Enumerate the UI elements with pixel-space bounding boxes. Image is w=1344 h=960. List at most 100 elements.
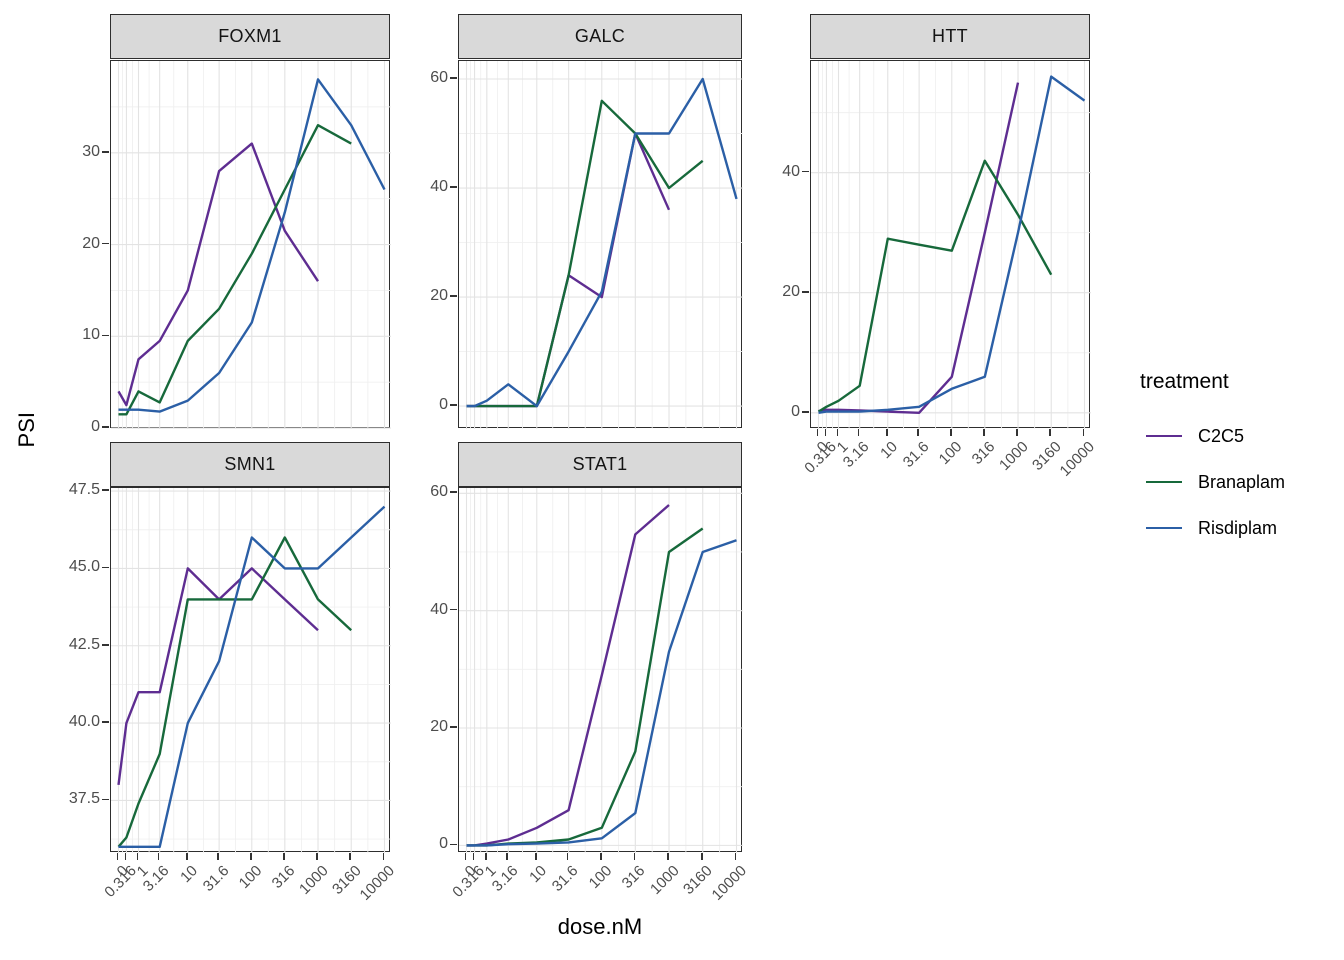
- y-tick-label: 20: [430, 718, 448, 735]
- facet-plot-svg: [459, 61, 743, 429]
- series-line-Risdiplam: [118, 505, 386, 848]
- legend-title: treatment: [1140, 370, 1229, 393]
- y-tick-label: 20: [82, 234, 100, 252]
- x-tick-mark: [506, 853, 509, 860]
- x-tick-mark: [824, 429, 827, 436]
- facet-strip: FOXM1: [110, 14, 390, 59]
- series-line-Risdiplam: [466, 77, 738, 408]
- y-tick-label: 45.0: [68, 558, 100, 576]
- y-tick-mark: [102, 643, 109, 646]
- facet-plot-svg: [111, 61, 391, 429]
- y-tick-label: 0: [91, 418, 100, 436]
- y-tick-mark: [802, 410, 809, 413]
- y-tick-label: 60: [430, 483, 448, 501]
- legend-key-line: [1146, 434, 1182, 438]
- x-tick-mark: [464, 853, 467, 860]
- legend-item: Risdiplam: [1140, 514, 1277, 542]
- facet-plot-svg: [811, 61, 1091, 429]
- facet-plot-svg: [459, 488, 743, 853]
- x-tick-mark: [917, 429, 919, 436]
- facet-strip: GALC: [458, 14, 742, 59]
- y-tick-label: 20: [430, 287, 448, 305]
- legend-item: C2C5: [1140, 422, 1244, 450]
- x-tick-label: 10000: [708, 862, 750, 904]
- y-tick-mark: [450, 726, 457, 728]
- x-tick-label: 1000: [295, 862, 332, 898]
- y-tick-label: 0: [439, 835, 448, 853]
- x-tick-label: 31.6: [549, 862, 582, 895]
- x-tick-mark: [857, 429, 860, 436]
- y-tick-label: 47.5: [68, 481, 100, 499]
- facet-strip-label: STAT1: [572, 454, 628, 474]
- x-tick-label: 316: [618, 862, 649, 893]
- y-tick-mark: [102, 566, 109, 569]
- series-line-Risdiplam: [818, 75, 1086, 414]
- facet-strip-label: FOXM1: [218, 26, 282, 46]
- y-tick-label: 10: [82, 326, 100, 344]
- y-tick-mark: [450, 491, 457, 494]
- legend-key-line: [1146, 526, 1182, 530]
- legend-item: Branaplam: [1140, 468, 1285, 496]
- x-tick-mark: [349, 853, 352, 860]
- y-tick-label: 40: [430, 178, 448, 196]
- y-tick-label: 40: [782, 162, 800, 180]
- x-tick-mark: [599, 853, 602, 860]
- y-tick-label: 30: [82, 142, 100, 160]
- x-tick-mark: [485, 853, 487, 860]
- series-line-Risdiplam: [466, 539, 737, 847]
- facet-strip-label: GALC: [574, 26, 626, 46]
- x-tick-label: 316: [968, 438, 999, 469]
- x-tick-label: 10: [177, 862, 202, 887]
- x-tick-mark: [667, 853, 669, 860]
- facet-plot-svg: [111, 488, 391, 853]
- x-tick-label: 1000: [646, 862, 683, 898]
- x-tick-mark: [382, 853, 385, 860]
- x-tick-label: 10: [526, 862, 551, 887]
- facet-strip: HTT: [810, 14, 1090, 59]
- y-tick-label: 40: [430, 600, 448, 618]
- y-tick-mark: [450, 186, 457, 188]
- facet-panel: [810, 60, 1091, 429]
- legend-item-label: Risdiplam: [1198, 517, 1278, 538]
- x-tick-mark: [816, 429, 819, 436]
- x-tick-mark: [983, 429, 985, 436]
- x-tick-mark: [217, 853, 219, 860]
- y-tick-label: 60: [430, 68, 448, 86]
- legend-key-line: [1146, 480, 1182, 484]
- series-line-Risdiplam: [118, 78, 386, 413]
- legend-item-label: C2C5: [1198, 425, 1245, 446]
- y-tick-label: 37.5: [68, 790, 100, 808]
- facet-strip: STAT1: [458, 442, 742, 487]
- y-tick-mark: [450, 843, 457, 846]
- x-tick-mark: [283, 853, 285, 860]
- series-line-Branaplam: [817, 159, 1053, 413]
- x-tick-mark: [633, 853, 636, 860]
- x-tick-mark: [1016, 429, 1018, 436]
- x-tick-mark: [124, 853, 127, 860]
- y-tick-mark: [102, 242, 109, 245]
- y-tick-mark: [102, 150, 109, 153]
- facet-panel: [110, 60, 391, 429]
- y-tick-mark: [802, 290, 809, 293]
- x-tick-mark: [734, 853, 737, 860]
- x-tick-label: 31.6: [899, 438, 933, 471]
- x-tick-mark: [1049, 429, 1052, 436]
- facet-strip-label: HTT: [932, 26, 968, 46]
- x-tick-mark: [116, 853, 119, 860]
- x-tick-mark: [949, 429, 952, 436]
- x-tick-mark: [534, 853, 537, 860]
- y-axis-title: PSI: [14, 412, 39, 448]
- x-tick-label: 100: [585, 862, 616, 893]
- x-tick-label: 10000: [356, 862, 398, 904]
- x-tick-label: 3.16: [488, 862, 522, 895]
- series-line-C2C5: [818, 82, 1020, 414]
- facet-panel: [458, 60, 743, 429]
- y-tick-mark: [102, 489, 109, 491]
- series-line-C2C5: [117, 567, 319, 786]
- x-tick-label: 100: [235, 862, 266, 893]
- y-tick-mark: [450, 404, 457, 406]
- x-tick-mark: [157, 853, 160, 860]
- y-tick-mark: [802, 170, 809, 173]
- facet-panel: [110, 487, 391, 853]
